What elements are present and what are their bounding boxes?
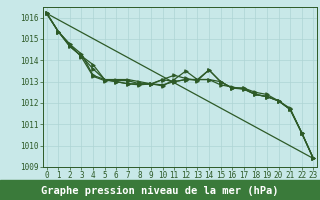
Text: Graphe pression niveau de la mer (hPa): Graphe pression niveau de la mer (hPa) (41, 186, 279, 196)
X-axis label: Graphe pression niveau de la mer (hPa): Graphe pression niveau de la mer (hPa) (0, 199, 1, 200)
